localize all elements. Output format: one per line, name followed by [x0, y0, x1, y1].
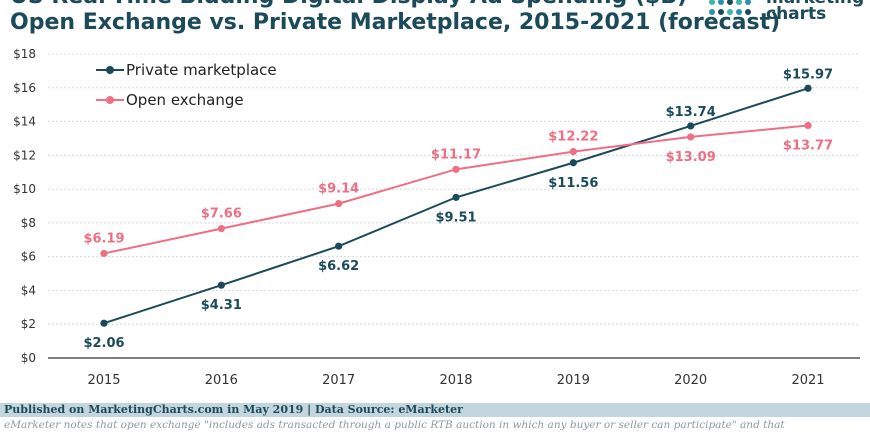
private-marketplace-data-label: $2.06 — [83, 336, 124, 351]
x-tick-label: 2019 — [557, 373, 590, 388]
marketingcharts-logo: marketing charts — [708, 0, 870, 28]
y-tick-label: $18 — [13, 47, 36, 61]
x-tick-label: 2021 — [791, 373, 824, 388]
open-exchange-data-label: $9.14 — [318, 182, 359, 197]
logo-dot — [745, 0, 751, 5]
open-exchange-data-label: $7.66 — [201, 207, 242, 222]
y-tick-label: $6 — [21, 250, 36, 264]
private-marketplace-data-label: $9.51 — [435, 210, 476, 225]
y-tick-label: $10 — [13, 182, 36, 196]
logo-dot — [736, 0, 742, 5]
legend-label-open-exchange: Open exchange — [126, 91, 244, 109]
logo-dot — [727, 9, 733, 15]
footer-bar: Published on MarketingCharts.com in May … — [0, 403, 870, 417]
private-marketplace-point — [452, 193, 460, 201]
private-marketplace-point — [217, 281, 225, 289]
x-tick-label: 2018 — [439, 373, 472, 388]
footer-published-text: Published on MarketingCharts.com in May … — [4, 403, 463, 416]
private-marketplace-data-label: $11.56 — [548, 176, 598, 191]
private-marketplace-point — [687, 122, 695, 130]
private-marketplace-data-label: $4.31 — [201, 298, 242, 313]
open-exchange-data-label: $13.09 — [666, 150, 716, 165]
logo-dot — [709, 0, 715, 5]
private-marketplace-point — [335, 242, 343, 250]
private-marketplace-point — [569, 159, 577, 167]
chart-title-line1: US Real-Time Bidding Digital Display Ad … — [10, 0, 687, 9]
logo-dot — [718, 9, 724, 15]
x-tick-label: 2016 — [205, 373, 238, 388]
open-exchange-point — [100, 249, 108, 258]
y-tick-label: $14 — [13, 115, 36, 129]
y-tick-label: $4 — [21, 283, 36, 297]
y-tick-label: $16 — [13, 81, 36, 95]
logo-word-charts: charts — [766, 4, 827, 24]
chart-title-line2: Open Exchange vs. Private Marketplace, 2… — [10, 10, 781, 35]
open-exchange-point — [687, 133, 695, 141]
legend-swatch-marker — [106, 66, 114, 74]
private-marketplace-point — [804, 84, 812, 92]
y-tick-label: $0 — [21, 351, 36, 365]
logo-dot — [727, 0, 733, 5]
x-tick-label: 2020 — [674, 373, 707, 388]
logo-dot — [736, 9, 742, 15]
x-tick-label: 2017 — [322, 373, 355, 388]
line-chart: $0 $2 $4 $6 $8 $10 $12 $14 $16 $18 2015 2016 2017 201… — [13, 47, 860, 388]
y-tick-label: $8 — [21, 216, 36, 230]
open-exchange-data-label: $11.17 — [431, 147, 481, 162]
logo-dot — [718, 0, 724, 5]
logo-dot — [745, 9, 751, 15]
open-exchange-point — [452, 165, 460, 173]
open-exchange-data-label: $6.19 — [83, 231, 124, 246]
open-exchange-data-label: $13.77 — [783, 138, 833, 153]
private-marketplace-data-label: $13.74 — [666, 105, 716, 120]
open-exchange-point — [335, 200, 343, 208]
open-exchange-point — [217, 225, 225, 233]
legend-swatch-marker — [106, 96, 114, 104]
open-exchange-point — [804, 121, 812, 130]
logo-dots-icon — [709, 0, 751, 15]
x-tick-label: 2015 — [87, 373, 120, 388]
legend-label-private-marketplace: Private marketplace — [126, 61, 277, 79]
private-marketplace-data-label: $6.62 — [318, 259, 359, 274]
footer-note: eMarketer notes that open exchange "incl… — [4, 419, 785, 431]
open-exchange-data-label: $12.22 — [548, 130, 598, 145]
private-marketplace-data-label: $15.97 — [783, 67, 833, 82]
logo-word-marketing: marketing — [766, 0, 864, 7]
logo-dot — [709, 9, 715, 15]
open-exchange-point — [569, 148, 577, 156]
y-tick-label: $2 — [21, 317, 36, 331]
y-tick-label: $12 — [13, 148, 36, 162]
private-marketplace-point — [100, 319, 108, 327]
